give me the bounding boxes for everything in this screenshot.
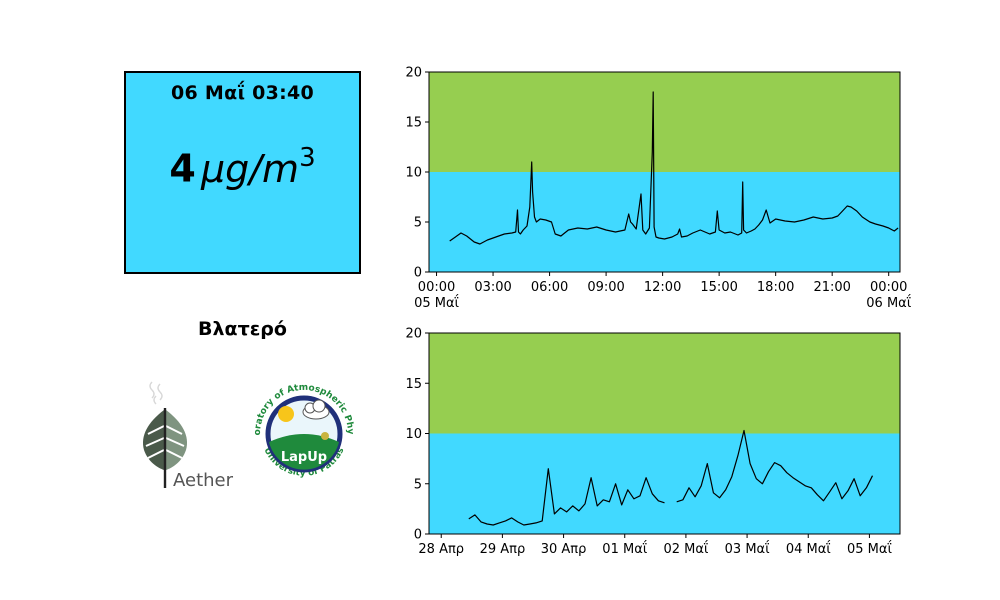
- weekly-x-tick-label-4: 02 Μαΐ: [663, 541, 708, 557]
- cloud-icon: [302, 399, 330, 420]
- daily-y-tick-label-15: 15: [405, 116, 422, 131]
- leaf-icon: [142, 408, 188, 488]
- daily-x-tick-label-1: 03:00: [474, 280, 511, 295]
- weekly-x-tick-label-5: 03 Μαΐ: [725, 541, 770, 557]
- daily-x-tick-label-5: 15:00: [700, 280, 737, 295]
- weekly-y-tick-label-0: 0: [414, 528, 422, 543]
- weekly-x-tick-label-7: 05 Μαΐ: [847, 541, 892, 557]
- station-name: Βλατερό: [198, 318, 287, 340]
- weekly-series-line-0: [468, 429, 874, 526]
- reading-value-line: 4 μg/m3: [126, 143, 359, 191]
- reading-unit-exponent: 3: [299, 143, 316, 173]
- weekly-x-tick-label-6: 04 Μαΐ: [786, 541, 831, 557]
- weekly-y-tick-label-10: 10: [405, 427, 422, 442]
- weekly-band-0: [429, 433, 900, 534]
- weekly-y-tick-label-15: 15: [405, 377, 422, 392]
- lapup-center-text: LapUp: [281, 450, 327, 465]
- daily-y-tick-label-5: 5: [414, 216, 422, 231]
- lapup-logo: Laboratory of Atmospheric Physics Univer…: [246, 376, 360, 490]
- weekly-x-tick-label-0: 28 Απρ: [418, 542, 464, 557]
- weekly-y-tick-label-5: 5: [414, 477, 422, 492]
- daily-x-tick-label-8: 00:00 06 Μαΐ: [866, 280, 911, 311]
- daily-x-tick-label-6: 18:00: [757, 280, 794, 295]
- daily-x-tick-label-0: 00:00 05 Μαΐ: [414, 280, 459, 311]
- daily-y-tick-label-20: 20: [405, 66, 422, 81]
- daily-x-tick-label-3: 09:00: [587, 280, 624, 295]
- reading-timestamp: 06 Μαΐ 03:40: [170, 82, 315, 104]
- weekly-band-1: [429, 333, 900, 434]
- reading-unit: μg/m3: [200, 143, 316, 191]
- weekly-x-tick-label-1: 29 Απρ: [480, 542, 526, 557]
- weekly-x-tick-label-2: 30 Απρ: [541, 542, 587, 557]
- daily-band-1: [429, 72, 900, 172]
- aether-wordmark: Aether: [173, 470, 234, 490]
- daily-band-0: [429, 172, 900, 272]
- aether-logo: Aether: [142, 381, 234, 490]
- daily-y-tick-label-10: 10: [405, 166, 422, 181]
- weekly-y-tick-label-20: 20: [405, 327, 422, 342]
- reading-value: 4: [169, 146, 196, 191]
- reading-unit-base: μg/m: [200, 146, 300, 191]
- sun-icon: [278, 406, 294, 422]
- daily-x-tick-label-2: 06:00: [531, 280, 568, 295]
- daily-series-line-0: [449, 91, 899, 245]
- daily-y-tick-label-0: 0: [414, 266, 422, 281]
- daily-x-tick-label-7: 21:00: [813, 280, 850, 295]
- daily-x-tick-label-4: 12:00: [644, 280, 681, 295]
- weekly-x-tick-label-3: 01 Μαΐ: [602, 541, 647, 557]
- steam-icon: [149, 381, 163, 405]
- current-reading-box: 06 Μαΐ 03:40 4 μg/m3: [124, 71, 361, 274]
